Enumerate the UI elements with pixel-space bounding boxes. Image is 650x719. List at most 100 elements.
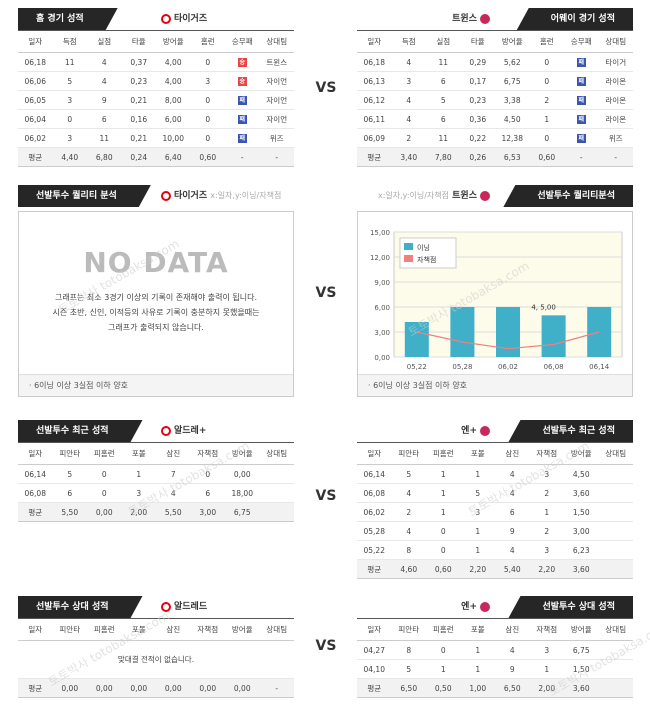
nodata-title: NO DATA xyxy=(83,246,229,279)
nodata-line1: 그래프는 최소 3경기 이상의 기록이 존재해야 출력이 됩니다. xyxy=(54,293,258,302)
table-cell: 0 xyxy=(529,128,564,148)
column-header: 피홈런 xyxy=(426,442,461,465)
table-row: 06,06 5 4 0,23 4,00 3 승 자이언 xyxy=(18,71,294,91)
table-cell: 4 xyxy=(495,483,530,503)
x-tick-label: 05,28 xyxy=(452,363,472,371)
column-header: 포볼 xyxy=(460,618,495,641)
table-header-row: 일자 피안타 피홈런 포볼 삼진 자책점 방어율 상대팀 xyxy=(357,618,633,641)
table-row: 06,09 2 11 0,22 12,38 0 패 위즈 xyxy=(357,128,633,148)
legend-swatch xyxy=(404,243,413,250)
section-title: 선발투수 상대 성적 xyxy=(508,596,633,618)
table-cell: 11 xyxy=(426,128,461,148)
column-header: 방어율 xyxy=(225,618,260,641)
table-cell: 0 xyxy=(529,71,564,91)
column-header: 방어율 xyxy=(564,442,599,465)
x-tick-label: 06,08 xyxy=(544,363,564,371)
table-cell: 3 xyxy=(460,502,495,522)
column-header: 피안타 xyxy=(391,618,426,641)
average-cell: 0,00 xyxy=(121,678,156,698)
table-cell: 4 xyxy=(87,71,122,91)
column-header: 승무패 xyxy=(564,30,599,53)
average-cell: 4,40 xyxy=(52,147,87,167)
average-cell: - xyxy=(225,147,260,167)
column-header: 포볼 xyxy=(121,618,156,641)
table-cell: 0 xyxy=(87,483,122,503)
average-cell: 평균 xyxy=(18,678,53,698)
result-badge: 패 xyxy=(576,134,586,143)
column-header: 피홈런 xyxy=(87,442,122,465)
column-header: 일자 xyxy=(357,442,392,465)
column-header: 상대팀 xyxy=(259,30,294,53)
column-header: 일자 xyxy=(357,30,392,53)
table-cell: 4 xyxy=(495,540,530,560)
table-cell xyxy=(259,464,294,484)
column-header: 실점 xyxy=(426,30,461,53)
average-cell: - xyxy=(598,147,633,167)
legend-label: 자책점 xyxy=(417,255,436,264)
average-cell: 6,80 xyxy=(87,147,122,167)
average-cell: 평균 xyxy=(18,147,53,167)
average-cell: 3,40 xyxy=(391,147,426,167)
table-cell: 0 xyxy=(529,52,564,72)
table-cell: 3 xyxy=(529,540,564,560)
average-cell: 0,26 xyxy=(460,147,495,167)
result-cell: 승 xyxy=(225,52,260,72)
table-cell: 06,06 xyxy=(18,71,53,91)
table-row: 06,08 4 1 5 4 2 3,60 xyxy=(357,483,633,503)
result-cell: 패 xyxy=(564,52,599,72)
away-pitcher-recent-table: 일자 피안타 피홈런 포볼 삼진 자책점 방어율 상대팀 06,14 5 1 1 4 3 4,50 06,08… xyxy=(357,442,633,579)
average-cell: 0,60 xyxy=(426,559,461,579)
quality-footer: · 6이닝 이상 3실점 이하 양호 xyxy=(19,374,293,396)
average-cell: 5,50 xyxy=(52,502,87,522)
table-cell: 1 xyxy=(460,640,495,660)
table-cell xyxy=(259,483,294,503)
nodata-line2: 시즌 초반, 신인, 이적등의 사유로 기록이 충분하지 못했을때는 xyxy=(52,308,260,317)
table-cell: 0 xyxy=(190,109,225,129)
table-cell: 06,18 xyxy=(357,52,392,72)
table-cell: 0 xyxy=(190,128,225,148)
table-cell: 2 xyxy=(529,521,564,541)
pitcher-name: 엔+ xyxy=(461,420,493,442)
table-cell: 0,21 xyxy=(121,90,156,110)
table-cell: 06,14 xyxy=(18,464,53,484)
column-header: 피안타 xyxy=(391,442,426,465)
column-header: 득점 xyxy=(52,30,87,53)
column-header: 방어율 xyxy=(225,442,260,465)
home-pitcher-recent-panel: 선발투수 최근 성적 알드레+ 일자 피안타 피홈런 포볼 삼진 자책점 방어율 상대팀 06,… xyxy=(18,420,294,522)
table-cell: 0,17 xyxy=(460,71,495,91)
table-row: 05,28 4 0 1 9 2 3,00 xyxy=(357,521,633,541)
nodata-box: NO DATA 그래프는 최소 3경기 이상의 기록이 존재해야 출력이 됩니다… xyxy=(18,211,294,397)
table-cell: 2 xyxy=(391,128,426,148)
table-cell: 1,50 xyxy=(564,659,599,679)
away-quality-panel: 선발투수 퀄리티분석 x:일자,y:이닝/자책점 트윈스 0,00 3,00 6,0… xyxy=(357,185,633,397)
table-cell: 06,13 xyxy=(357,71,392,91)
table-cell: 3,60 xyxy=(564,483,599,503)
column-header: 방어율 xyxy=(156,30,191,53)
table-cell: 트윈스 xyxy=(259,52,294,72)
result-cell: 패 xyxy=(564,109,599,129)
twins-logo-icon xyxy=(480,425,490,436)
table-header-row: 일자 피안타 피홈런 포볼 삼진 자책점 방어율 상대팀 xyxy=(18,442,294,465)
column-header: 승무패 xyxy=(225,30,260,53)
away-quality-header: 선발투수 퀄리티분석 x:일자,y:이닝/자책점 트윈스 xyxy=(357,185,633,207)
home-record-table: 일자 득점 실점 타율 방어율 홈런 승무패 상대팀 06,18 11 4 0,37 4,00 0 승 트윈스… xyxy=(18,30,294,167)
table-cell: 자이언 xyxy=(259,109,294,129)
average-cell: 0,60 xyxy=(529,147,564,167)
table-cell: 3,38 xyxy=(495,90,530,110)
average-cell: 6,53 xyxy=(495,147,530,167)
y-tick-label: 12,00 xyxy=(370,254,390,262)
table-cell: 2 xyxy=(529,483,564,503)
table-cell: 3 xyxy=(391,71,426,91)
vs-label: VS xyxy=(315,285,337,301)
table-cell: 3 xyxy=(121,483,156,503)
result-cell: 패 xyxy=(225,90,260,110)
average-row: 평균 0,00 0,00 0,00 0,00 0,00 0,00- xyxy=(18,678,294,698)
column-header: 자책점 xyxy=(190,442,225,465)
column-header: 삼진 xyxy=(156,442,191,465)
table-cell: 4 xyxy=(391,109,426,129)
table-cell: 0,00 xyxy=(225,464,260,484)
column-header: 포볼 xyxy=(460,442,495,465)
legend-label: 이닝 xyxy=(417,243,430,252)
table-row: 06,02 2 1 3 6 1 1,50 xyxy=(357,502,633,522)
column-header: 상대팀 xyxy=(598,618,633,641)
